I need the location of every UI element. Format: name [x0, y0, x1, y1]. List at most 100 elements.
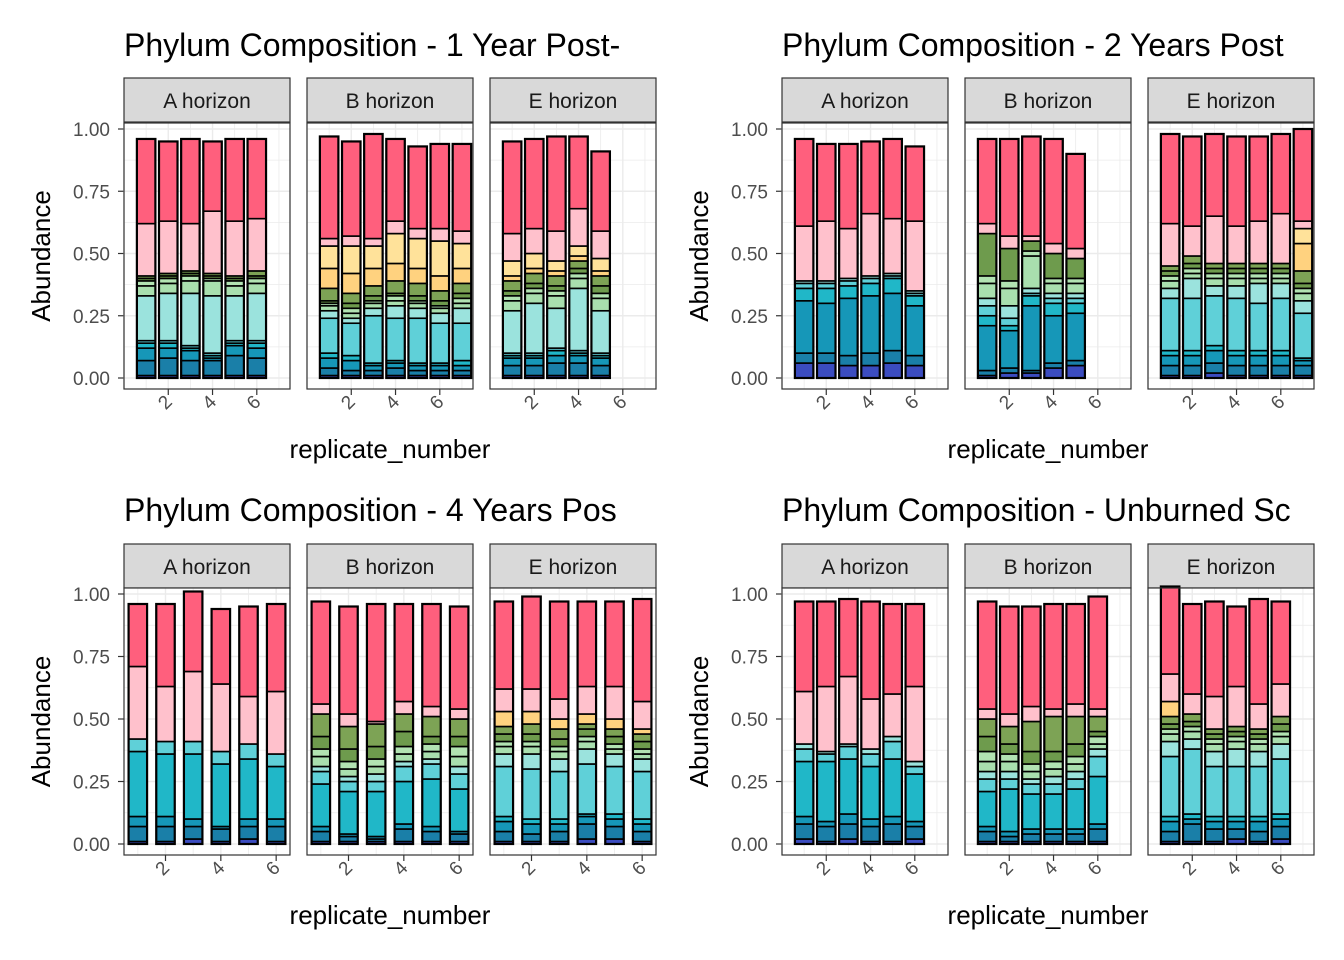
- bar-segment: [549, 718, 570, 730]
- bar-segment: [1204, 820, 1225, 830]
- bar-segment: [493, 753, 514, 768]
- bar-segment: [183, 818, 204, 828]
- bar-segment: [1021, 720, 1042, 753]
- bar-segment: [1065, 257, 1086, 280]
- bar-segment: [816, 143, 837, 222]
- y-tick-label: 0.50: [731, 710, 768, 731]
- bar-segment: [1160, 740, 1181, 758]
- bar-segment: [521, 768, 542, 820]
- bar-segment: [568, 277, 589, 290]
- bar-segment: [904, 145, 925, 222]
- bar-segment: [838, 364, 859, 379]
- bar-segment: [1160, 354, 1181, 367]
- bar-segment: [341, 359, 362, 372]
- x-tick-label: 6: [1267, 392, 1289, 414]
- facet-strip-label: B horizon: [346, 556, 435, 579]
- bar-segment: [1065, 247, 1086, 260]
- y-tick-label: 0.50: [731, 245, 768, 266]
- bar-outline: [1181, 135, 1203, 380]
- bar-outline: [385, 137, 406, 380]
- bar-segment: [238, 758, 259, 820]
- bar-segment: [977, 297, 998, 307]
- bar-segment: [1065, 312, 1086, 362]
- bar-outline: [815, 142, 837, 380]
- facet-strip-label: E horizon: [1187, 90, 1276, 113]
- facet-strip: [123, 77, 291, 123]
- stacked-bar-2: [815, 142, 837, 380]
- bar-segment: [493, 688, 514, 713]
- bar-segment: [524, 272, 545, 285]
- bar-segment: [1204, 765, 1225, 818]
- bar-segment: [319, 309, 340, 320]
- bar-segment: [451, 230, 472, 245]
- bar-segment: [816, 600, 837, 688]
- x-tick-label: 4: [1040, 857, 1063, 880]
- bar-segment: [210, 750, 231, 765]
- bar-segment: [493, 710, 514, 728]
- bar-segment: [1292, 128, 1313, 222]
- bar-segment: [576, 823, 597, 840]
- bar-outline: [1248, 597, 1270, 846]
- y-tick-label: 0.75: [73, 648, 110, 669]
- bar-segment: [1270, 825, 1291, 840]
- bar-segment: [319, 237, 340, 247]
- x-tick-label: 6: [1084, 858, 1106, 880]
- bar-segment: [524, 138, 545, 230]
- bar-segment: [1270, 715, 1291, 725]
- bar-segment: [1021, 295, 1042, 307]
- bar-segment: [546, 275, 567, 287]
- y-tick-label: 1.00: [73, 120, 110, 141]
- facet-panel-border: [306, 122, 474, 390]
- bar-segment: [1043, 708, 1064, 718]
- bar-segment: [1160, 733, 1181, 743]
- bar-segment: [524, 302, 545, 354]
- x-tick-label: 6: [901, 858, 923, 880]
- bar-segment: [341, 140, 362, 237]
- y-tick-label: 0.00: [731, 369, 768, 390]
- bar-segment: [794, 225, 815, 282]
- chart-2: Phylum Composition - 2 Years Post Abundan…: [684, 27, 1315, 464]
- bar-segment: [604, 728, 625, 738]
- bar-segment: [449, 745, 470, 758]
- bar-segment: [1043, 603, 1064, 710]
- bar-segment: [449, 718, 470, 738]
- x-tick-label: 6: [243, 392, 265, 414]
- bar-segment: [1160, 673, 1181, 703]
- facet-strip-label: A horizon: [821, 90, 909, 113]
- stacked-bar-5: [1065, 152, 1087, 380]
- bar-segment: [1204, 133, 1225, 217]
- bar-segment: [882, 292, 903, 352]
- stacked-bar-5: [224, 137, 246, 380]
- bar-segment: [999, 778, 1020, 790]
- bar-outline: [523, 137, 545, 380]
- facet-panel-border: [964, 122, 1132, 390]
- bar-segment: [1160, 585, 1181, 675]
- bar-segment: [904, 295, 925, 307]
- stacked-bar-6: [631, 597, 653, 846]
- bar-segment: [202, 210, 223, 275]
- facet-strip-label: A horizon: [163, 556, 251, 579]
- bar-segment: [1021, 763, 1042, 773]
- stacked-bar-1: [1159, 132, 1181, 380]
- x-tick-label: 6: [609, 392, 631, 414]
- bar-segment: [904, 364, 925, 379]
- bar-segment: [310, 713, 331, 738]
- x-tick-label: 6: [1267, 858, 1289, 880]
- bar-segment: [882, 823, 903, 843]
- bar-segment: [1087, 595, 1108, 710]
- bar-outline: [521, 595, 542, 846]
- bar-segment: [1065, 770, 1086, 780]
- bar-segment: [1021, 783, 1042, 795]
- bar-segment: [238, 743, 259, 760]
- bar-segment: [632, 700, 653, 730]
- bar-segment: [449, 735, 470, 748]
- bar-segment: [549, 698, 570, 720]
- x-tick-label: 2: [812, 858, 834, 880]
- bar-segment: [882, 815, 903, 825]
- bar-segment: [1021, 304, 1042, 372]
- bar-segment: [158, 282, 179, 295]
- bar-segment: [860, 818, 881, 828]
- bar-outline: [604, 600, 625, 846]
